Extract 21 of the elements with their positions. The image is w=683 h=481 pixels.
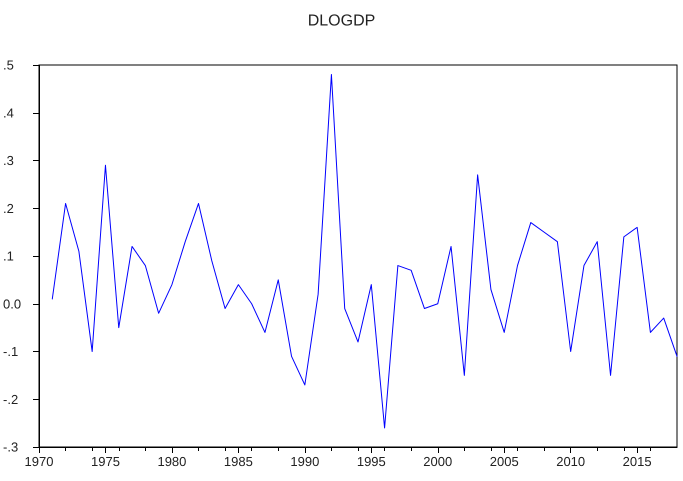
x-tick-label: 2000 bbox=[423, 454, 452, 469]
y-tick-label: 0.0 bbox=[3, 296, 22, 312]
y-tick-label: .2 bbox=[3, 200, 14, 216]
y-tick-label: -.3 bbox=[3, 440, 18, 454]
y-tick-label: -.2 bbox=[3, 392, 18, 407]
x-tick-label: 1975 bbox=[90, 454, 120, 469]
x-tick-label: 1985 bbox=[224, 454, 253, 469]
line-series bbox=[52, 74, 678, 428]
x-tick-label: 1970 bbox=[24, 454, 54, 469]
y-tick-label: .4 bbox=[3, 105, 14, 120]
y-tick-label: .3 bbox=[3, 153, 14, 168]
x-tick-label: 2005 bbox=[490, 454, 519, 469]
x-tick-label: 1995 bbox=[356, 454, 386, 469]
y-tick-label: .1 bbox=[3, 248, 14, 264]
x-tick-label: 1990 bbox=[290, 454, 320, 469]
x-tick-label: 1980 bbox=[157, 454, 186, 469]
y-tick-label: .5 bbox=[3, 58, 14, 72]
x-tick-label: 2010 bbox=[556, 454, 586, 469]
chart-title: DLOGDP bbox=[308, 12, 376, 30]
y-tick-label: -.1 bbox=[3, 344, 18, 359]
x-tick-label: 2015 bbox=[622, 454, 652, 469]
